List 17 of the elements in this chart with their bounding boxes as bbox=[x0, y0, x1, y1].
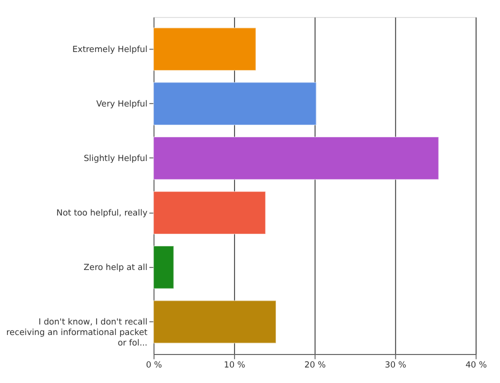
bar bbox=[153, 27, 256, 71]
bar bbox=[153, 300, 276, 344]
bar bbox=[153, 246, 174, 290]
y-tick-label: I don't know, I don't recall receiving an informational packet or fol... bbox=[6, 316, 148, 348]
y-tick-label: Zero help at all bbox=[84, 262, 148, 272]
x-tick-label: 40 % bbox=[465, 360, 487, 370]
y-tick-label: Not too helpful, really bbox=[56, 208, 148, 218]
x-tick-label: 10 % bbox=[224, 360, 246, 370]
bar bbox=[153, 82, 317, 126]
bar bbox=[153, 191, 266, 235]
y-tick-label: Extremely Helpful bbox=[72, 44, 148, 54]
x-tick-label: 0 % bbox=[146, 360, 162, 370]
y-tick-label: Slightly Helpful bbox=[84, 153, 148, 164]
x-tick-label: 20 % bbox=[304, 360, 326, 370]
bar bbox=[153, 136, 440, 180]
y-tick-label: Very Helpful bbox=[96, 98, 148, 109]
x-tick-label: 30 % bbox=[384, 360, 406, 370]
